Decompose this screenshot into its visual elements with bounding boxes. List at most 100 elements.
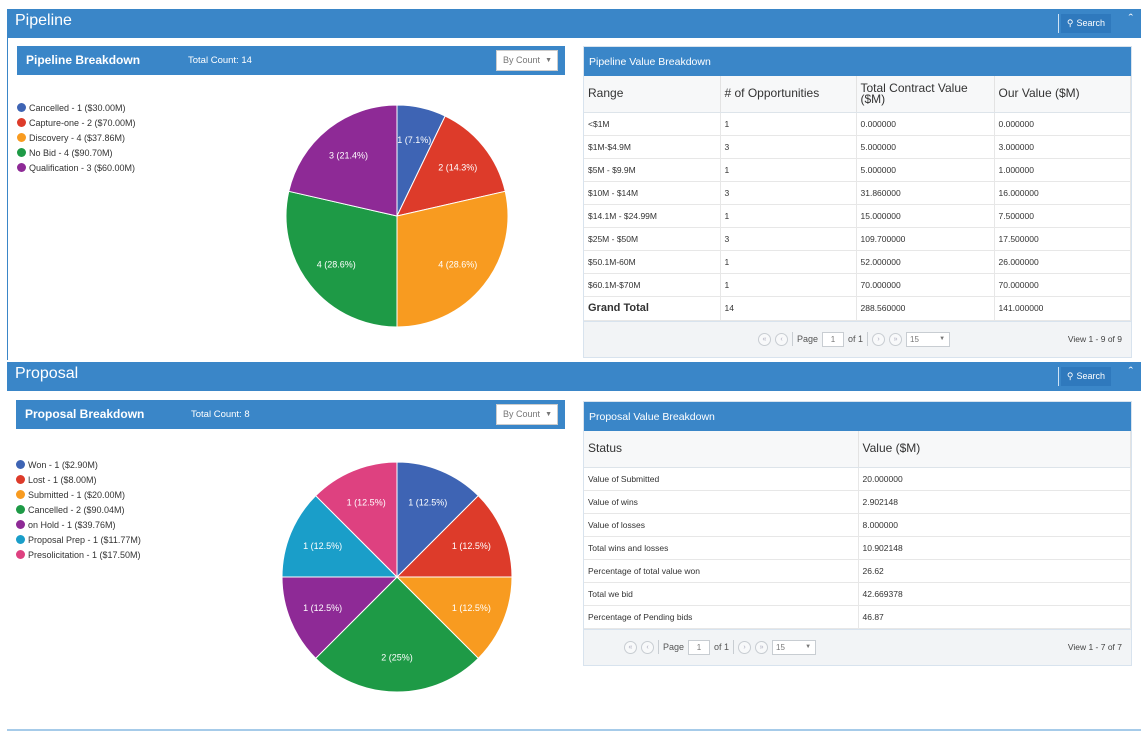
legend-swatch xyxy=(17,148,26,157)
last-page-icon[interactable]: » xyxy=(755,640,769,654)
table-row[interactable]: $5M - $9.9M 1 5.000000 1.000000 xyxy=(584,158,1131,182)
prev-page-icon[interactable]: ‹ xyxy=(775,332,788,346)
page-number-input[interactable]: 1 xyxy=(822,331,845,347)
pie-slice[interactable] xyxy=(396,461,480,579)
prev-page-icon[interactable]: ‹ xyxy=(641,640,654,654)
legend-item[interactable]: Discovery - 4 ($37.86M) xyxy=(17,131,136,146)
page-size-value: 15 xyxy=(910,334,919,344)
table-row[interactable]: Percentage of total value won 26.62 xyxy=(584,559,1131,583)
legend-item[interactable]: Qualification - 3 ($60.00M) xyxy=(17,161,136,176)
table-row[interactable]: Total we bid 42.669378 xyxy=(584,582,1131,606)
legend-label: Presolicitation - 1 ($17.50M) xyxy=(28,550,141,560)
legend-item[interactable]: on Hold - 1 ($39.76M) xyxy=(16,518,141,533)
table-cell: $5M - $9.9M xyxy=(584,158,721,182)
legend-swatch xyxy=(17,103,26,112)
table-cell: <$1M xyxy=(584,112,721,136)
pipeline-by-count-select[interactable]: By Count ▼ xyxy=(496,50,558,71)
column-header[interactable]: Range xyxy=(584,76,721,113)
page-label: Page xyxy=(663,642,685,652)
page-size-select[interactable]: 15 ▼ xyxy=(772,639,817,655)
pipeline-value-title: Pipeline Value Breakdown xyxy=(584,47,1131,76)
table-row[interactable]: Percentage of Pending bids 46.87 xyxy=(584,605,1131,629)
pie-slice[interactable] xyxy=(281,494,399,578)
pie-slice-label: 2 (25%) xyxy=(381,653,413,663)
legend-item[interactable]: Cancelled - 1 ($30.00M) xyxy=(17,101,136,116)
select-value: By Count xyxy=(503,409,541,419)
table-cell: Total we bid xyxy=(584,582,859,606)
pie-slice[interactable] xyxy=(395,494,513,578)
first-page-icon[interactable]: « xyxy=(624,640,637,654)
legend-item[interactable]: No Bid - 4 ($90.70M) xyxy=(17,146,136,161)
pie-slice[interactable] xyxy=(288,104,398,217)
proposal-by-count-select[interactable]: By Count ▼ xyxy=(496,404,558,425)
column-header[interactable]: Total Contract Value ($M) xyxy=(856,76,995,113)
pie-slice-label: 1 (12.5%) xyxy=(347,498,386,508)
first-page-icon[interactable]: « xyxy=(758,332,771,346)
divider xyxy=(658,640,659,654)
page-number-input[interactable]: 1 xyxy=(688,639,711,655)
table-row[interactable]: Total wins and losses 10.902148 xyxy=(584,536,1131,560)
table-row[interactable]: $25M - $50M 3 109.700000 17.500000 xyxy=(584,227,1131,251)
pie-slice[interactable] xyxy=(396,115,506,217)
legend-item[interactable]: Cancelled - 2 ($90.04M) xyxy=(16,503,141,518)
next-page-icon[interactable]: › xyxy=(872,332,886,346)
page-size-select[interactable]: 15 ▼ xyxy=(906,331,951,347)
table-cell: 3 xyxy=(720,135,857,159)
pie-slice[interactable] xyxy=(396,190,509,328)
next-page-icon[interactable]: › xyxy=(738,640,752,654)
proposal-legend: Won - 1 ($2.90M) Lost - 1 ($8.00M) Submitt… xyxy=(16,458,141,563)
table-row[interactable]: Value of wins 2.902148 xyxy=(584,490,1131,514)
proposal-breakdown-header: Proposal Breakdown Total Count: 8 By Cou… xyxy=(16,400,565,429)
view-count: View 1 - 7 of 7 xyxy=(1067,641,1122,652)
pie-slice-label: 1 (7.1%) xyxy=(397,135,431,145)
chevron-up-icon[interactable]: ˆ xyxy=(1128,364,1133,379)
legend-label: No Bid - 4 ($90.70M) xyxy=(29,148,113,158)
table-cell: 5.000000 xyxy=(856,135,995,159)
table-row[interactable]: $1M-$4.9M 3 5.000000 3.000000 xyxy=(584,135,1131,159)
table-cell: 3 xyxy=(720,227,857,251)
pie-slice[interactable] xyxy=(281,576,399,660)
table-cell: 70.000000 xyxy=(856,273,995,297)
proposal-search-button[interactable]: ⚲ Search xyxy=(1060,367,1111,386)
pie-slice[interactable] xyxy=(314,576,480,693)
pie-slice[interactable] xyxy=(285,190,398,328)
last-page-icon[interactable]: » xyxy=(889,332,903,346)
pipeline-breakdown-title: Pipeline Breakdown xyxy=(26,53,141,67)
legend-item[interactable]: Presolicitation - 1 ($17.50M) xyxy=(16,548,141,563)
pie-slice-label: 4 (28.6%) xyxy=(438,259,477,269)
column-header[interactable]: # of Opportunities xyxy=(720,76,857,113)
table-row[interactable]: <$1M 1 0.000000 0.000000 xyxy=(584,112,1131,136)
pie-slice[interactable] xyxy=(314,461,398,579)
column-header[interactable]: Our Value ($M) xyxy=(994,76,1131,113)
table-row[interactable]: Value of Submitted 20.000000 xyxy=(584,467,1131,491)
legend-item[interactable]: Lost - 1 ($8.00M) xyxy=(16,473,141,488)
table-cell: Value of wins xyxy=(584,490,859,514)
table-row[interactable]: $50.1M-60M 1 52.000000 26.000000 xyxy=(584,250,1131,274)
table-cell: Total wins and losses xyxy=(584,536,859,560)
pipeline-value-table: Range # of Opportunities Total Contract Va… xyxy=(584,76,1131,321)
table-row[interactable]: $14.1M - $24.99M 1 15.000000 7.500000 xyxy=(584,204,1131,228)
search-icon: ⚲ xyxy=(1066,18,1074,28)
table-cell: 70.000000 xyxy=(994,273,1131,297)
column-header[interactable]: Value ($M) xyxy=(858,431,1131,468)
proposal-total-count: Total Count: 8 xyxy=(191,409,250,420)
legend-item[interactable]: Capture-one - 2 ($70.00M) xyxy=(17,116,136,131)
table-cell: 5.000000 xyxy=(856,158,995,182)
pipeline-search-button[interactable]: ⚲ Search xyxy=(1060,14,1111,33)
table-row[interactable]: $60.1M-$70M 1 70.000000 70.000000 xyxy=(584,273,1131,297)
table-row[interactable]: Value of losses 8.000000 xyxy=(584,513,1131,537)
chevron-up-icon[interactable]: ˆ xyxy=(1128,11,1133,26)
legend-swatch xyxy=(17,163,26,172)
table-cell: $25M - $50M xyxy=(584,227,721,251)
legend-label: Capture-one - 2 ($70.00M) xyxy=(29,118,136,128)
legend-label: Proposal Prep - 1 ($11.77M) xyxy=(28,535,141,545)
proposal-section-header: Proposal ⚲ Search ˆ xyxy=(7,362,1141,391)
table-row[interactable]: $10M - $14M 3 31.860000 16.000000 xyxy=(584,181,1131,205)
column-header[interactable]: Status xyxy=(584,431,859,468)
legend-item[interactable]: Submitted - 1 ($20.00M) xyxy=(16,488,141,503)
pie-slice[interactable] xyxy=(395,576,513,660)
select-value: By Count xyxy=(503,55,541,65)
table-cell: 10.902148 xyxy=(858,536,1131,560)
legend-item[interactable]: Proposal Prep - 1 ($11.77M) xyxy=(16,533,141,548)
legend-item[interactable]: Won - 1 ($2.90M) xyxy=(16,458,141,473)
